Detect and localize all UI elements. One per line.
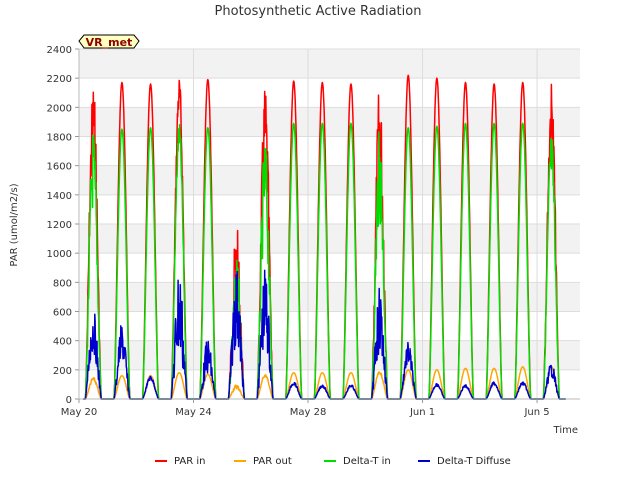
x-tick-label: Jun 5 bbox=[523, 407, 549, 418]
y-tick-label: 800 bbox=[53, 278, 72, 289]
series-layer bbox=[83, 74, 566, 400]
x-tick-label: May 24 bbox=[175, 407, 212, 418]
y-tick-label: 600 bbox=[53, 308, 72, 319]
legend-label: Delta-T in bbox=[343, 456, 391, 467]
y-tick-label: 1800 bbox=[47, 133, 72, 144]
plot-band bbox=[79, 107, 580, 137]
plot-band bbox=[79, 253, 580, 283]
y-tick-label: 400 bbox=[53, 337, 72, 348]
x-tick-label: May 20 bbox=[61, 407, 98, 418]
legend: PAR in PAR out Delta-T in Delta-T Diffuse bbox=[155, 456, 511, 467]
site-badge-label: VR_met bbox=[86, 36, 133, 49]
y-tick-label: 2400 bbox=[47, 45, 72, 56]
x-tick-label: May 28 bbox=[290, 407, 327, 418]
plot-background-bands bbox=[79, 49, 580, 399]
y-tick-label: 1000 bbox=[47, 249, 72, 260]
plot-band bbox=[79, 311, 580, 341]
series-line bbox=[83, 269, 566, 400]
legend-label: PAR out bbox=[253, 456, 292, 467]
y-tick-label: 2000 bbox=[47, 103, 72, 114]
y-tick-label: 1200 bbox=[47, 220, 72, 231]
legend-label: PAR in bbox=[174, 456, 205, 467]
plot-band bbox=[79, 194, 580, 224]
chart-title: Photosynthetic Active Radiation bbox=[215, 4, 422, 19]
legend-label: Delta-T Diffuse bbox=[437, 456, 511, 467]
y-axis-ticks: 0 200 400 600 800 1000 1200 1400 1600 1800 2000 220… bbox=[47, 45, 79, 406]
y-tick-label: 2200 bbox=[47, 74, 72, 85]
x-axis-ticks: May 20 May 24 May 28 Jun 1 Jun 5 bbox=[61, 399, 550, 418]
plot-band bbox=[79, 78, 580, 108]
site-badge-frame bbox=[78, 34, 140, 49]
y-axis-title: PAR (umol/m2/s) bbox=[9, 183, 20, 266]
x-tick-label: Jun 1 bbox=[409, 407, 435, 418]
plot-band bbox=[79, 49, 580, 79]
x-axis-title: Time bbox=[553, 425, 578, 436]
site-badge: VR_met bbox=[78, 34, 140, 49]
plot-band bbox=[79, 224, 580, 254]
series-line bbox=[83, 122, 566, 400]
y-tick-label: 0 bbox=[66, 395, 72, 406]
y-tick-label: 200 bbox=[53, 366, 72, 377]
y-tick-label: 1600 bbox=[47, 162, 72, 173]
y-tick-label: 1400 bbox=[47, 191, 72, 202]
plot-band bbox=[79, 282, 580, 312]
